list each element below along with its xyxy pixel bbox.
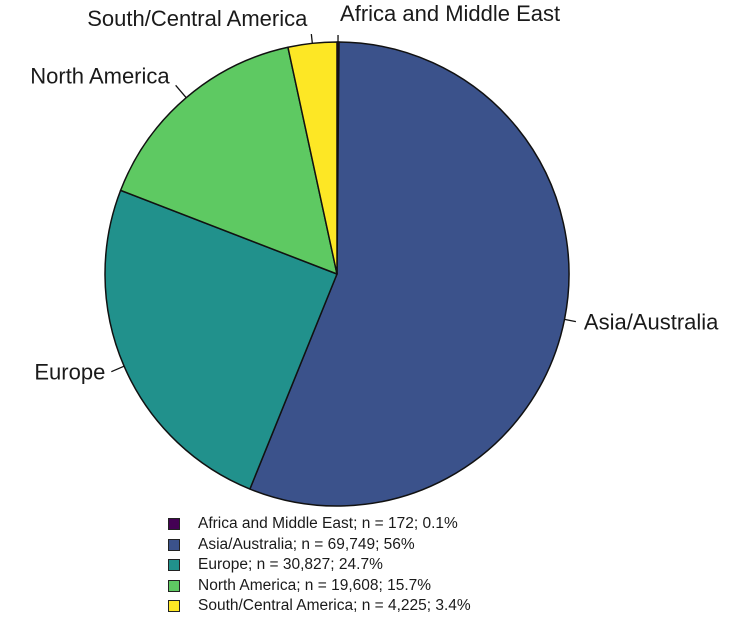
legend-swatch — [168, 579, 180, 592]
chart-legend: Africa and Middle East; n = 172; 0.1% As… — [168, 514, 471, 617]
legend-swatch — [168, 518, 180, 531]
leader-line-asia-australia — [564, 318, 577, 323]
pie-slice-europe — [104, 189, 338, 490]
legend-swatch — [168, 538, 180, 551]
slice-label-north-america: North America — [30, 63, 170, 88]
pie-slices — [104, 41, 570, 507]
leader-line-south-central-america — [310, 34, 313, 44]
slice-label-europe: Europe — [34, 360, 105, 385]
legend-label: Europe; n = 30,827; 24.7% — [198, 556, 383, 574]
pie-slice-labels: Africa and Middle East Asia/Australia Euro… — [30, 1, 719, 385]
pie-slice-north-america — [119, 46, 338, 275]
legend-item-africa-middle-east: Africa and Middle East; n = 172; 0.1% — [168, 514, 471, 535]
leader-line-north-america — [175, 84, 187, 99]
slice-label-africa-and-middle-east: Africa and Middle East — [340, 1, 560, 26]
legend-item-south-central-america: South/Central America; n = 4,225; 3.4% — [168, 596, 471, 617]
pie-leader-lines — [111, 34, 577, 373]
legend-item-europe: Europe; n = 30,827; 24.7% — [168, 555, 471, 576]
legend-item-north-america: North America; n = 19,608; 15.7% — [168, 576, 471, 597]
legend-label: North America; n = 19,608; 15.7% — [198, 576, 432, 594]
legend-label: Africa and Middle East; n = 172; 0.1% — [198, 515, 458, 533]
legend-label: Asia/Australia; n = 69,749; 56% — [198, 535, 415, 553]
legend-swatch — [168, 559, 180, 572]
slice-label-asia-australia: Asia/Australia — [584, 310, 719, 335]
legend-label: South/Central America; n = 4,225; 3.4% — [198, 597, 471, 615]
legend-swatch — [168, 600, 180, 613]
pie-slice-asia-australia — [249, 41, 570, 507]
slice-label-south-central-america: South/Central America — [87, 6, 308, 31]
legend-item-asia-australia: Asia/Australia; n = 69,749; 56% — [168, 535, 471, 556]
leader-line-europe — [111, 365, 125, 373]
